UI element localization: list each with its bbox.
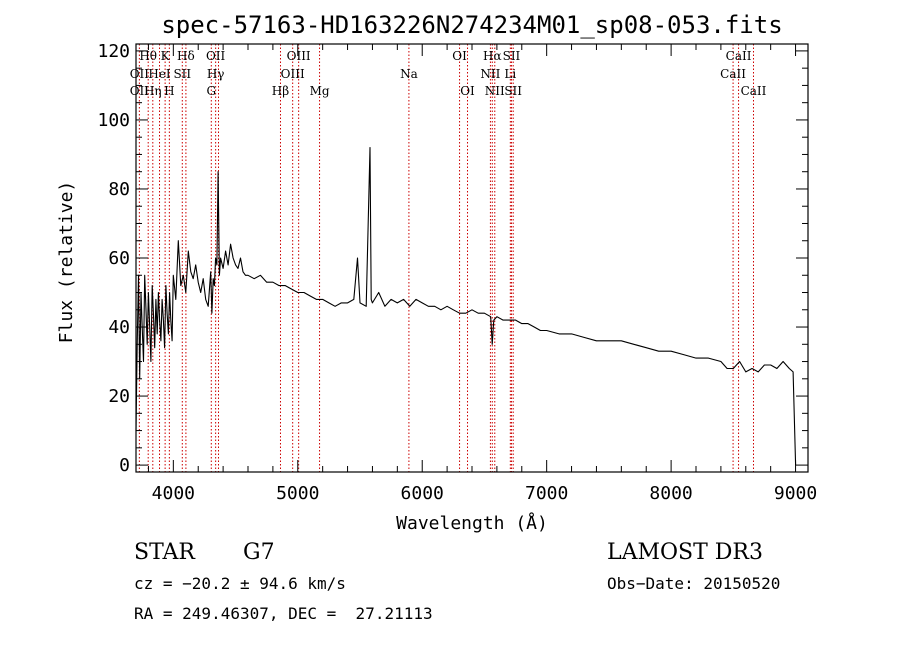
x-axis-label: Wavelength (Å) [396,512,548,534]
x-tick-label: 9000 [774,483,817,504]
redshift-text: cz = −20.2 ± 94.6 km/s [134,574,346,593]
line-label: OI [460,84,475,98]
line-label: OII [206,49,226,63]
plot-frame [135,43,809,473]
line-label: Hα [483,49,502,63]
line-label: Hθ [139,49,157,63]
x-tick-label: 5000 [276,483,319,504]
spectral-line-markers [138,44,754,472]
object-type: STAR [134,540,196,565]
line-label: CaII [720,67,746,81]
obs-date-text: Obs−Date: 20150520 [607,574,780,593]
x-tick-label: 4000 [152,483,195,504]
flux-line [135,146,797,466]
line-label: SII [173,67,191,81]
line-label: Mg [310,84,330,98]
flux-series [135,146,797,466]
line-label: Hη [144,84,162,98]
line-label: Hγ [207,67,225,81]
line-label: CaII [741,84,767,98]
y-tick-label: 40 [108,317,130,338]
line-label: K [161,49,171,63]
line-label: Hβ [272,84,289,98]
line-label: Na [400,67,418,81]
x-tick-label: 7000 [525,483,568,504]
x-tick-label: 8000 [649,483,692,504]
line-label: G [206,84,216,98]
line-label: OIII [287,49,311,63]
y-tick-label: 0 [119,455,130,476]
chart-title: spec-57163-HD163226N274234M01_sp08-053.f… [161,11,782,39]
line-label: HeI [148,67,171,81]
line-label: NII [480,67,500,81]
line-label: Hδ [177,49,195,63]
line-label: NII [485,84,505,98]
y-tick-label: 80 [108,179,130,200]
line-label: CaII [726,49,752,63]
y-tick-label: 20 [108,386,130,407]
y-axis-label: Flux (relative) [56,181,77,344]
line-label: H [164,84,174,98]
coords-text: RA = 249.46307, DEC = 27.21113 [134,604,433,623]
line-label: Li [504,67,516,81]
line-label: OII [130,67,150,81]
y-axis: 0 20 40 60 80 100 120 [97,41,808,476]
object-subclass: G7 [243,540,275,565]
line-label: SII [504,84,522,98]
line-label: OII [130,84,150,98]
line-label: OIII [281,67,305,81]
line-label: SII [503,49,521,63]
y-tick-label: 100 [97,110,130,131]
y-tick-label: 120 [97,41,130,62]
y-tick-label: 60 [108,248,130,269]
x-tick-label: 6000 [401,483,444,504]
x-axis: 4000 5000 6000 7000 8000 9000 [147,44,817,504]
survey-name: LAMOST DR3 [607,540,763,565]
line-label: OI [452,49,467,63]
